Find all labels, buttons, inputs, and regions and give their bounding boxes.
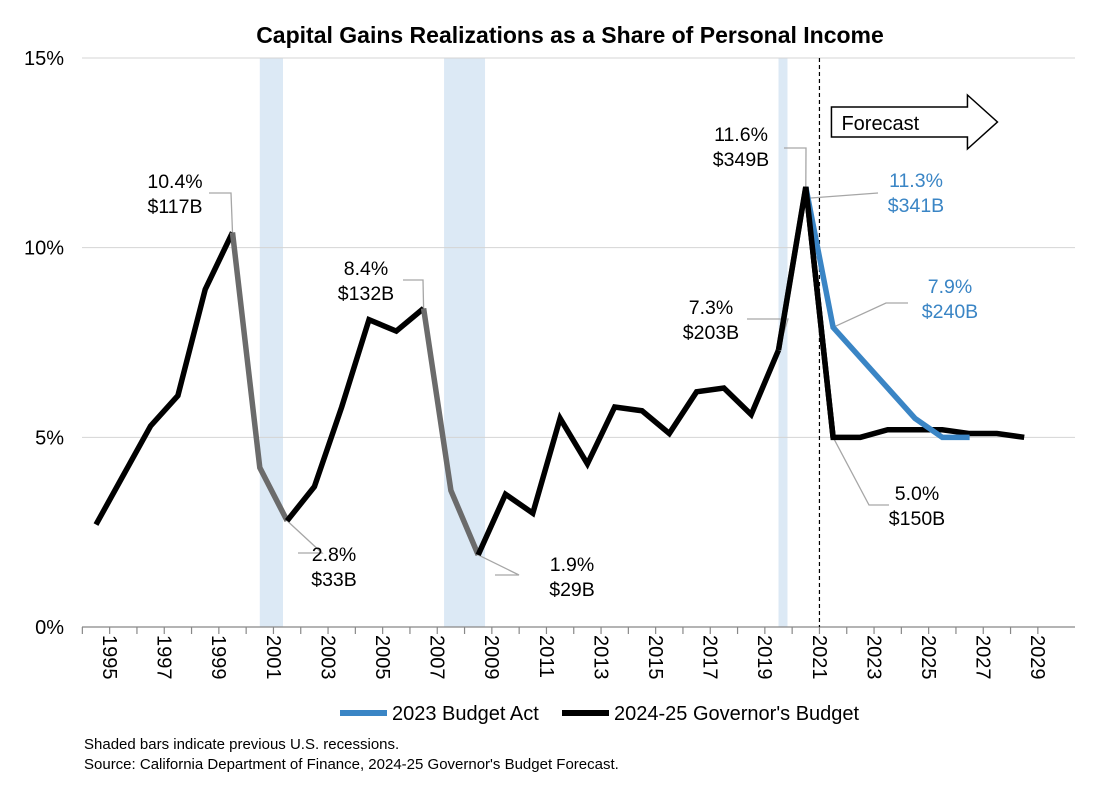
- x-tick-label: 2027: [972, 635, 994, 680]
- x-tick-label: 1999: [207, 635, 229, 680]
- line-governors-peak: [775, 186, 836, 438]
- forecast-arrow-icon: [830, 93, 999, 151]
- annotation-pct-6: 11.6%: [714, 124, 768, 146]
- series-lines: [93, 186, 1025, 557]
- line-governors-2009-2020: [475, 349, 782, 557]
- forecast-marker: Forecast: [818, 58, 999, 627]
- x-axis: 1995 1997 1999 2001 2003 2005 2007 2009 2011 2013…: [81, 626, 1075, 680]
- x-tick-label: 2019: [753, 635, 775, 680]
- x-tick-label: 2013: [589, 635, 611, 680]
- legend-label-2023-budget-act: 2023 Budget Act: [392, 703, 539, 725]
- x-tick-label: 2017: [699, 635, 721, 680]
- annotation-pct-4: 1.9%: [550, 554, 594, 576]
- x-tick-label: 2005: [371, 635, 393, 680]
- x-tick-label: 2015: [644, 635, 666, 680]
- annotation-pct-7: 11.3%: [889, 170, 943, 192]
- annotation-leader-9: [832, 437, 889, 506]
- x-tick-label: 2007: [426, 635, 448, 680]
- chart-title: Capital Gains Realizations as a Share of…: [256, 22, 884, 48]
- forecast-label: Forecast: [841, 113, 919, 135]
- x-tick-label: 2021: [808, 635, 830, 680]
- gridlines: [82, 57, 1075, 438]
- annotation-amount-8: $240B: [922, 301, 978, 323]
- x-tick-label: 1997: [153, 635, 175, 680]
- line-governors-recession-2001: [229, 232, 290, 523]
- annotation-amount-4: $29B: [549, 579, 595, 601]
- x-tick-label: 1995: [98, 635, 120, 680]
- x-tick-label: 2003: [316, 635, 338, 680]
- footnote-recessions: Shaded bars indicate previous U.S. reces…: [84, 736, 400, 753]
- recession-band-3: [778, 58, 788, 627]
- annotation-leader-1: [209, 192, 234, 233]
- y-axis-ticks: 0% 5% 10% 15%: [24, 48, 64, 639]
- y-tick-label: 0%: [35, 617, 64, 639]
- y-tick-label: 15%: [24, 48, 64, 70]
- annotation-pct-5: 7.3%: [689, 297, 733, 319]
- annotation-leader-4: [477, 554, 520, 576]
- recession-band-2: [444, 58, 486, 627]
- annotation-leader-8: [832, 302, 908, 328]
- annotation-pct-8: 7.9%: [928, 276, 972, 298]
- annotation-leader-7: [805, 192, 879, 200]
- recession-band-1: [259, 58, 284, 627]
- y-tick-label: 10%: [24, 238, 64, 260]
- line-2023-budget-act: [803, 186, 970, 441]
- annotation-pct-9: 5.0%: [895, 483, 939, 505]
- legend-label-governors-budget: 2024-25 Governor's Budget: [614, 703, 860, 725]
- annotation-leader-lines: [209, 147, 908, 576]
- annotation-amount-2: $33B: [311, 569, 357, 591]
- data-annotations: 10.4% $117B 2.8% $33B 8.4% $132B 1.9% $29B 7.3% $…: [147, 124, 978, 601]
- x-tick-label: 2023: [862, 635, 884, 680]
- line-governors-2002-2007: [284, 306, 426, 523]
- y-tick-label: 5%: [35, 427, 64, 449]
- annotation-pct-3: 8.4%: [344, 258, 388, 280]
- annotation-leader-6: [784, 147, 807, 187]
- annotation-leader-3: [403, 279, 425, 309]
- x-tick-label: 2029: [1026, 635, 1048, 680]
- line-governors-1995-2000: [93, 231, 235, 526]
- line-governors-2021-2029: [803, 186, 1025, 441]
- x-tick-label: 2009: [480, 635, 502, 680]
- line-governors-recession-2008: [420, 307, 481, 556]
- annotation-amount-9: $150B: [889, 508, 945, 530]
- x-tick-label: 2025: [917, 635, 939, 680]
- annotation-amount-5: $203B: [683, 322, 739, 344]
- x-tick-label: 2001: [262, 635, 284, 680]
- annotation-pct-1: 10.4%: [147, 171, 202, 193]
- legend: 2023 Budget Act 2024-25 Governor's Budge…: [340, 703, 860, 725]
- annotation-amount-1: $117B: [148, 196, 203, 218]
- annotation-leader-2: [286, 520, 324, 554]
- annotation-amount-6: $349B: [713, 149, 769, 171]
- annotation-amount-3: $132B: [338, 283, 394, 305]
- annotation-amount-7: $341B: [888, 195, 944, 217]
- annotation-pct-2: 2.8%: [312, 544, 356, 566]
- footnote-source: Source: California Department of Finance…: [84, 756, 619, 773]
- x-tick-label: 2011: [535, 635, 557, 678]
